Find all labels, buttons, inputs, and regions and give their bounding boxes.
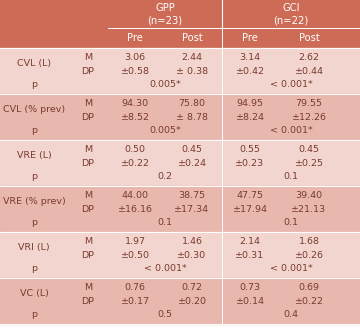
Text: DP: DP <box>81 205 94 214</box>
Text: ±0.42: ±0.42 <box>235 66 265 75</box>
Text: GPP
(n=23): GPP (n=23) <box>148 3 183 25</box>
Text: p: p <box>31 264 37 273</box>
Text: 2.44: 2.44 <box>181 53 202 62</box>
Text: 0.45: 0.45 <box>298 145 320 154</box>
Text: ±0.20: ±0.20 <box>177 296 207 306</box>
Text: < 0.001*: < 0.001* <box>270 80 312 89</box>
Text: p: p <box>31 172 37 181</box>
Bar <box>0 0 360 28</box>
Text: 75.80: 75.80 <box>179 99 206 108</box>
Text: 0.72: 0.72 <box>181 283 202 292</box>
Text: ±0.31: ±0.31 <box>235 250 265 260</box>
Text: 0.73: 0.73 <box>239 283 261 292</box>
Text: 2.62: 2.62 <box>298 53 320 62</box>
Text: Pre: Pre <box>127 33 143 43</box>
Text: p: p <box>31 126 37 135</box>
Text: M: M <box>84 283 92 292</box>
Text: ±0.58: ±0.58 <box>121 66 149 75</box>
Text: ±0.14: ±0.14 <box>235 296 265 306</box>
Bar <box>0 94 360 140</box>
Text: M: M <box>84 99 92 108</box>
Text: CVL (L): CVL (L) <box>17 59 51 68</box>
Text: ±0.17: ±0.17 <box>121 296 149 306</box>
Bar <box>0 278 360 324</box>
Text: DP: DP <box>81 159 94 167</box>
Text: ± 0.38: ± 0.38 <box>176 66 208 75</box>
Bar <box>0 232 360 278</box>
Text: 39.40: 39.40 <box>296 191 323 200</box>
Text: M: M <box>84 53 92 62</box>
Text: Pre: Pre <box>242 33 258 43</box>
Text: 0.55: 0.55 <box>239 145 261 154</box>
Text: 0.1: 0.1 <box>284 218 298 227</box>
Text: 0.5: 0.5 <box>158 310 172 319</box>
Text: 3.14: 3.14 <box>239 53 261 62</box>
Text: ±0.23: ±0.23 <box>235 159 265 167</box>
Text: p: p <box>31 80 37 89</box>
Text: 94.95: 94.95 <box>237 99 264 108</box>
Text: p: p <box>31 310 37 319</box>
Text: 0.2: 0.2 <box>158 172 172 181</box>
Text: CVL (% prev): CVL (% prev) <box>3 105 65 114</box>
Text: 38.75: 38.75 <box>179 191 206 200</box>
Text: 0.1: 0.1 <box>158 218 172 227</box>
Text: 0.4: 0.4 <box>284 310 298 319</box>
Text: ± 8.78: ± 8.78 <box>176 113 208 121</box>
Text: ±8.52: ±8.52 <box>121 113 149 121</box>
Text: M: M <box>84 145 92 154</box>
Bar <box>0 140 360 186</box>
Text: ±17.94: ±17.94 <box>233 205 267 214</box>
Text: VRE (% prev): VRE (% prev) <box>3 197 66 206</box>
Text: VC (L): VC (L) <box>19 289 49 298</box>
Text: DP: DP <box>81 250 94 260</box>
Text: Post: Post <box>299 33 319 43</box>
Bar <box>0 48 360 94</box>
Text: 1.46: 1.46 <box>181 237 202 246</box>
Text: p: p <box>31 218 37 227</box>
Text: 3.06: 3.06 <box>125 53 145 62</box>
Text: 1.97: 1.97 <box>125 237 145 246</box>
Text: VRE (L): VRE (L) <box>17 151 51 160</box>
Text: ±0.22: ±0.22 <box>121 159 149 167</box>
Text: 44.00: 44.00 <box>122 191 149 200</box>
Text: VRI (L): VRI (L) <box>18 243 50 252</box>
Text: 0.50: 0.50 <box>125 145 145 154</box>
Text: 47.75: 47.75 <box>237 191 264 200</box>
Text: ±0.25: ±0.25 <box>294 159 324 167</box>
Text: 0.76: 0.76 <box>125 283 145 292</box>
Text: 0.1: 0.1 <box>284 172 298 181</box>
Text: ±0.22: ±0.22 <box>294 296 324 306</box>
Text: ±16.16: ±16.16 <box>117 205 153 214</box>
Text: Post: Post <box>182 33 202 43</box>
Text: < 0.001*: < 0.001* <box>270 264 312 273</box>
Text: < 0.001*: < 0.001* <box>144 264 186 273</box>
Bar <box>0 186 360 232</box>
Text: 2.14: 2.14 <box>239 237 261 246</box>
Text: 0.45: 0.45 <box>181 145 202 154</box>
Text: ±0.44: ±0.44 <box>294 66 324 75</box>
Text: < 0.001*: < 0.001* <box>270 126 312 135</box>
Text: 79.55: 79.55 <box>296 99 323 108</box>
Text: ±21.13: ±21.13 <box>292 205 327 214</box>
Text: 1.68: 1.68 <box>298 237 320 246</box>
Text: ±0.50: ±0.50 <box>121 250 149 260</box>
Text: M: M <box>84 237 92 246</box>
Text: 0.005*: 0.005* <box>149 80 181 89</box>
Text: ±0.24: ±0.24 <box>177 159 207 167</box>
Text: ±8.24: ±8.24 <box>235 113 265 121</box>
Text: GCI
(n=22): GCI (n=22) <box>273 3 309 25</box>
Text: M: M <box>84 191 92 200</box>
Text: ±12.26: ±12.26 <box>292 113 327 121</box>
Text: DP: DP <box>81 296 94 306</box>
Text: 0.69: 0.69 <box>298 283 320 292</box>
Text: DP: DP <box>81 113 94 121</box>
Text: ±0.30: ±0.30 <box>177 250 207 260</box>
Text: ±0.26: ±0.26 <box>294 250 324 260</box>
Bar <box>0 28 360 48</box>
Text: DP: DP <box>81 66 94 75</box>
Text: 0.005*: 0.005* <box>149 126 181 135</box>
Text: ±17.34: ±17.34 <box>175 205 210 214</box>
Text: 94.30: 94.30 <box>121 99 149 108</box>
